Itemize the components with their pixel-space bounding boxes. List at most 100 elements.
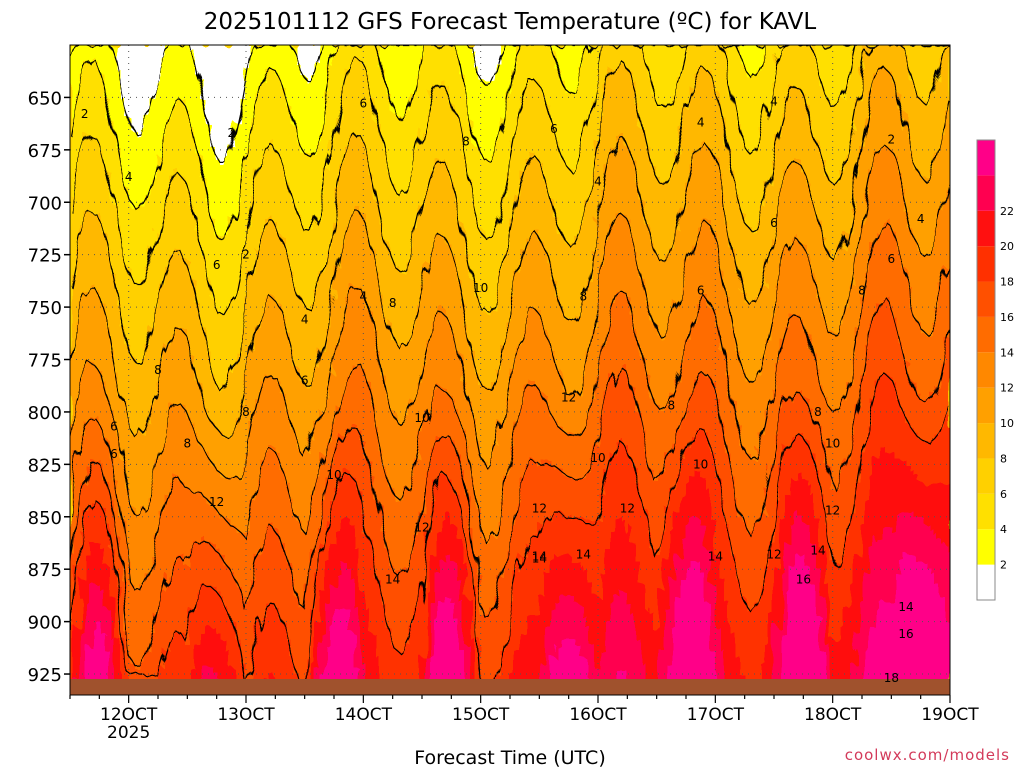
temperature-cell <box>210 351 216 358</box>
temperature-cell <box>125 567 131 574</box>
temperature-cell <box>215 249 221 256</box>
temperature-cell <box>290 531 296 538</box>
temperature-cell <box>70 165 76 172</box>
temperature-cell <box>115 441 121 448</box>
temperature-cell <box>280 219 286 226</box>
temperature-cell <box>170 111 176 118</box>
temperature-cell <box>225 321 231 328</box>
temperature-cell <box>295 465 301 472</box>
temperature-cell <box>280 165 286 172</box>
temperature-cell <box>115 351 121 358</box>
temperature-cell <box>240 255 246 262</box>
temperature-cell <box>70 327 76 334</box>
temperature-cell <box>195 657 201 664</box>
temperature-cell <box>155 165 161 172</box>
temperature-cell <box>280 639 286 646</box>
temperature-cell <box>265 657 271 664</box>
temperature-cell <box>240 261 246 268</box>
temperature-cell <box>180 93 186 100</box>
temperature-cell <box>170 165 176 172</box>
temperature-cell <box>220 123 226 130</box>
temperature-cell <box>110 387 116 394</box>
temperature-cell <box>135 603 141 610</box>
temperature-cell <box>70 153 76 160</box>
temperature-cell <box>270 135 276 142</box>
temperature-cell <box>100 405 106 412</box>
temperature-cell <box>105 633 111 640</box>
temperature-cell <box>140 261 146 268</box>
temperature-cell <box>225 345 231 352</box>
temperature-cell <box>110 345 116 352</box>
temperature-cell <box>90 639 96 646</box>
temperature-cell <box>110 555 116 562</box>
temperature-cell <box>235 291 241 298</box>
temperature-cell <box>285 171 291 178</box>
temperature-cell <box>115 279 121 286</box>
temperature-cell <box>85 429 91 436</box>
temperature-cell <box>80 591 86 598</box>
temperature-cell <box>110 99 116 106</box>
temperature-cell <box>120 495 126 502</box>
temperature-cell <box>245 369 251 376</box>
temperature-cell <box>150 225 156 232</box>
temperature-cell <box>135 273 141 280</box>
temperature-cell <box>85 285 91 292</box>
temperature-cell <box>260 231 266 238</box>
temperature-cell <box>165 225 171 232</box>
temperature-cell <box>175 411 181 418</box>
temperature-cell <box>290 435 296 442</box>
temperature-cell <box>260 627 266 634</box>
temperature-cell <box>135 615 141 622</box>
temperature-cell <box>215 327 221 334</box>
temperature-cell <box>175 261 181 268</box>
temperature-cell <box>175 417 181 424</box>
temperature-cell <box>80 417 86 424</box>
temperature-cell <box>145 183 151 190</box>
temperature-cell <box>265 477 271 484</box>
temperature-cell <box>170 291 176 298</box>
temperature-cell <box>95 237 101 244</box>
temperature-cell <box>185 147 191 154</box>
temperature-cell <box>285 99 291 106</box>
temperature-cell <box>80 441 86 448</box>
temperature-cell <box>245 285 251 292</box>
temperature-cell <box>145 651 151 658</box>
temperature-cell <box>140 543 146 550</box>
temperature-cell <box>255 597 261 604</box>
temperature-cell <box>185 87 191 94</box>
temperature-cell <box>85 321 91 328</box>
temperature-cell <box>240 561 246 568</box>
temperature-cell <box>245 261 251 268</box>
temperature-cell <box>265 237 271 244</box>
temperature-cell <box>245 501 251 508</box>
temperature-cell <box>130 471 136 478</box>
temperature-cell <box>110 489 116 496</box>
temperature-cell <box>165 399 171 406</box>
temperature-cell <box>165 291 171 298</box>
temperature-cell <box>115 645 121 652</box>
temperature-cell <box>145 309 151 316</box>
temperature-cell <box>140 309 146 316</box>
temperature-cell <box>70 99 76 106</box>
temperature-cell <box>110 627 116 634</box>
temperature-cell <box>230 441 236 448</box>
temperature-cell <box>225 645 231 652</box>
temperature-cell <box>135 93 141 100</box>
temperature-cell <box>255 303 261 310</box>
temperature-cell <box>255 51 261 58</box>
temperature-cell <box>80 447 86 454</box>
temperature-cell <box>185 411 191 418</box>
temperature-cell <box>130 231 136 238</box>
temperature-cell <box>220 177 226 184</box>
temperature-cell <box>255 375 261 382</box>
temperature-cell <box>170 585 176 592</box>
temperature-cell <box>250 507 256 514</box>
temperature-cell <box>145 117 151 124</box>
temperature-cell <box>150 141 156 148</box>
temperature-cell <box>245 315 251 322</box>
temperature-cell <box>260 573 266 580</box>
temperature-cell <box>195 111 201 118</box>
temperature-cell <box>190 465 196 472</box>
temperature-cell <box>75 207 81 214</box>
temperature-cell <box>210 537 216 544</box>
